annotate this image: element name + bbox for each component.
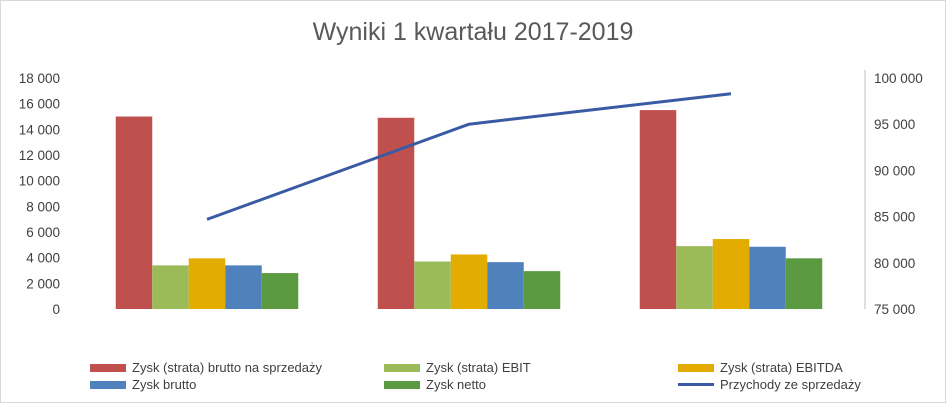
- right-tick-label: 80 000: [874, 256, 915, 271]
- right-axis-ticks: 75 000 80 000 85 000 90 000 95 000 100 000: [864, 70, 923, 317]
- bar: [712, 239, 750, 309]
- bar: [225, 265, 262, 309]
- left-tick-label: 8 000: [26, 199, 60, 214]
- left-tick-label: 6 000: [26, 225, 60, 240]
- bar: [676, 246, 713, 309]
- bar: [261, 273, 299, 309]
- bar: [639, 110, 677, 309]
- bar: [188, 258, 226, 309]
- left-tick-label: 12 000: [19, 148, 60, 163]
- bar: [115, 116, 153, 309]
- bar: [487, 262, 524, 309]
- bar: [785, 258, 823, 309]
- left-tick-label: 16 000: [19, 97, 60, 112]
- left-tick-label: 10 000: [19, 174, 60, 189]
- left-axis-ticks: 0 2 000 4 000 6 000 8 000 10 000 12 000 14 000 1…: [19, 71, 60, 317]
- chart-title: Wyniki 1 kwartału 2017-2019: [312, 18, 634, 46]
- left-tick-label: 14 000: [19, 122, 60, 137]
- bar: [450, 254, 488, 309]
- right-tick-label: 95 000: [874, 117, 915, 132]
- bar: [749, 246, 786, 309]
- right-tick-label: 90 000: [874, 163, 915, 178]
- left-tick-label: 0: [52, 302, 60, 317]
- right-tick-label: 100 000: [874, 71, 923, 86]
- right-tick-label: 75 000: [874, 302, 915, 317]
- bar: [414, 261, 451, 309]
- left-tick-label: 4 000: [26, 251, 60, 266]
- bar: [152, 265, 189, 309]
- bar: [523, 271, 561, 309]
- left-tick-label: 18 000: [19, 71, 60, 86]
- line-series: [206, 92, 732, 221]
- right-tick-label: 85 000: [874, 210, 915, 225]
- series-line: [206, 92, 732, 221]
- left-tick-label: 2 000: [26, 276, 60, 291]
- bar-series: [115, 110, 823, 310]
